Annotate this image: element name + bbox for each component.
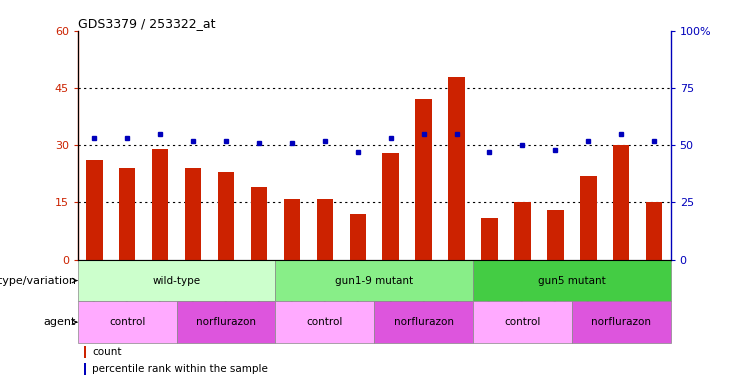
Bar — [78, 260, 276, 301]
Text: norflurazon: norflurazon — [591, 317, 651, 327]
Bar — [613, 145, 629, 260]
Bar — [119, 168, 136, 260]
Text: percentile rank within the sample: percentile rank within the sample — [92, 364, 268, 374]
Bar — [572, 301, 671, 343]
Bar — [646, 202, 662, 260]
Bar — [86, 161, 102, 260]
Bar — [78, 301, 176, 343]
Text: norflurazon: norflurazon — [196, 317, 256, 327]
Bar — [473, 301, 572, 343]
Text: control: control — [109, 317, 145, 327]
Bar — [316, 199, 333, 260]
Text: agent: agent — [44, 317, 76, 327]
Bar — [448, 76, 465, 260]
Text: control: control — [504, 317, 541, 327]
Bar — [350, 214, 366, 260]
Bar — [276, 301, 374, 343]
Bar — [284, 199, 300, 260]
Text: GDS3379 / 253322_at: GDS3379 / 253322_at — [78, 17, 216, 30]
Text: genotype/variation: genotype/variation — [0, 276, 76, 286]
Bar — [218, 172, 234, 260]
Text: wild-type: wild-type — [153, 276, 201, 286]
Bar — [84, 363, 86, 375]
Bar — [374, 301, 473, 343]
Bar — [84, 346, 86, 358]
Bar — [382, 153, 399, 260]
Bar — [176, 301, 276, 343]
Bar — [250, 187, 268, 260]
Bar — [473, 260, 671, 301]
Text: norflurazon: norflurazon — [393, 317, 453, 327]
Text: gun1-9 mutant: gun1-9 mutant — [335, 276, 413, 286]
Text: count: count — [92, 348, 122, 358]
Bar — [547, 210, 564, 260]
Text: gun5 mutant: gun5 mutant — [538, 276, 605, 286]
Text: control: control — [307, 317, 343, 327]
Bar — [185, 168, 202, 260]
Bar — [580, 176, 597, 260]
Bar — [152, 149, 168, 260]
Bar — [514, 202, 531, 260]
Bar — [276, 260, 473, 301]
Bar — [416, 99, 432, 260]
Bar — [481, 218, 498, 260]
